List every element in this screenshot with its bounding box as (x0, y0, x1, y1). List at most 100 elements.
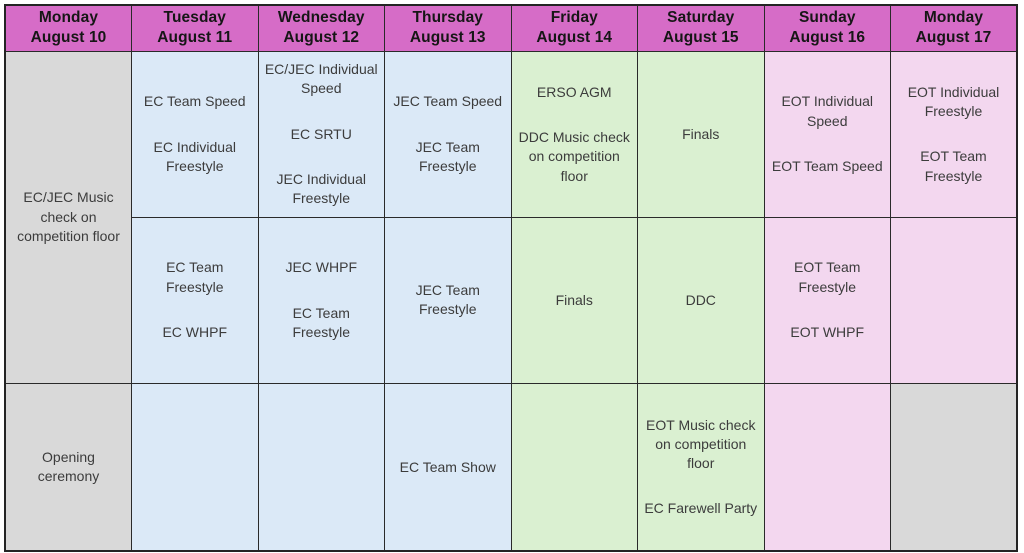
day-date: August 15 (662, 29, 739, 47)
day-name: Friday (550, 9, 598, 26)
event-label: JEC Individual Freestyle (276, 171, 367, 207)
cell-events: EOT Individual Speed EOT Team Speed (768, 92, 888, 176)
schedule-body: EC/JEC Music check on competition floor E… (4, 50, 1018, 552)
cell-events: ERSO AGM DDC Music check on competition f… (515, 83, 635, 186)
day-name: Wednesday (277, 9, 365, 26)
cell-events: EC Team Freestyle EC WHPF (135, 258, 255, 342)
event-label: Opening ceremony (37, 448, 100, 485)
event-label: EC Individual Freestyle (153, 138, 237, 175)
event-label: EC WHPF (162, 324, 228, 341)
schedule-row-block-1: EC/JEC Music check on competition floor E… (4, 50, 1018, 384)
day-header-monday-august-17: Monday August 17 (890, 4, 1018, 52)
cell-block-1-wednesday-aug-12: EC/JEC Individual Speed EC SRTU JEC Indivi… (257, 50, 385, 218)
day-date: August 10 (30, 29, 107, 47)
day-header-thursday-august-13: Thursday August 13 (384, 4, 512, 52)
day-header-monday-august-10: Monday August 10 (4, 4, 132, 52)
cell-events: Finals (515, 291, 635, 310)
cell-block-3-sunday-aug-16 (763, 382, 891, 552)
event-label: EC Team Show (399, 458, 496, 475)
event-label: EOT WHPF (790, 324, 865, 341)
cell-events: JEC WHPF EC Team Freestyle (262, 258, 382, 342)
cell-block-3-friday-aug-14 (510, 382, 638, 552)
day-name: Tuesday (163, 9, 226, 26)
event-label: JEC Team Speed (393, 93, 503, 110)
schedule-row-block-3: Opening ceremony EC Team Show EOT Music ch… (4, 382, 1018, 552)
cell-events: JEC Team Speed JEC Team Freestyle (388, 92, 508, 176)
day-name: Monday (38, 9, 99, 26)
event-label: EC Farewell Party (644, 500, 758, 517)
day-name: Saturday (667, 9, 735, 26)
event-label: EC SRTU (290, 125, 352, 142)
day-header-tuesday-august-11: Tuesday August 11 (131, 4, 259, 52)
event-label: EOT Music check on competition floor (646, 416, 756, 472)
event-label: EOT Individual Freestyle (907, 83, 1000, 120)
day-header-saturday-august-15: Saturday August 15 (637, 4, 765, 52)
event-label: Finals (682, 125, 720, 142)
event-label: EC/JEC Music check on competition floor (17, 189, 120, 245)
event-label: EC/JEC Individual Speed (264, 61, 378, 97)
event-label: DDC (685, 291, 716, 308)
day-name: Sunday (798, 9, 856, 26)
event-label: DDC Music check on competition floor (518, 129, 630, 184)
event-label: Finals (555, 291, 593, 308)
cell-block-1-tuesday-aug-11: EC Team Speed EC Individual Freestyle (131, 50, 259, 218)
cell-block-1-monday-aug-17: EOT Individual Freestyle EOT Team Freesty… (890, 50, 1018, 218)
cell-events: JEC Team Freestyle (388, 281, 508, 320)
cell-block-3-monday-aug-17 (890, 382, 1018, 552)
cell-block-3-saturday-aug-15: EOT Music check on competition floor EC F… (637, 382, 765, 552)
day-date: August 17 (915, 29, 992, 47)
cell-block-2-friday-aug-14: Finals (510, 216, 638, 384)
day-header-wednesday-august-12: Wednesday August 12 (257, 4, 385, 52)
cell-block-3-thursday-aug-13: EC Team Show (384, 382, 512, 552)
cell-block-2-thursday-aug-13: JEC Team Freestyle (384, 216, 512, 384)
event-label: JEC WHPF (285, 259, 358, 276)
cell-block-3-tuesday-aug-11 (131, 382, 259, 552)
cell-block-2-tuesday-aug-11: EC Team Freestyle EC WHPF (131, 216, 259, 384)
event-label: EOT Team Speed (771, 158, 883, 175)
event-label: EC Team Freestyle (292, 304, 351, 341)
event-label: EOT Individual Speed (781, 93, 874, 129)
day-date: August 11 (157, 29, 233, 47)
cell-block-2-sunday-aug-16: EOT Team Freestyle EOT WHPF (763, 216, 891, 384)
cell-block-3-wednesday-aug-12 (257, 382, 385, 552)
cell-block-2-wednesday-aug-12: JEC WHPF EC Team Freestyle (257, 216, 385, 384)
day-date: August 16 (789, 29, 866, 47)
cell-block-1-friday-aug-14: ERSO AGM DDC Music check on competition f… (510, 50, 638, 218)
event-label: JEC Team Freestyle (415, 282, 480, 318)
day-header-sunday-august-16: Sunday August 16 (763, 4, 891, 52)
event-label: ERSO AGM (536, 83, 612, 100)
schedule-table: Monday August 10 Tuesday August 11 Wednesday… (4, 4, 1018, 553)
schedule-row-block-2: EC Team Freestyle EC WHPF JEC WHPF EC Team … (5, 216, 1018, 384)
cell-events: Opening ceremony (9, 448, 128, 487)
cell-block-2-monday-aug-17 (890, 216, 1018, 384)
event-label: EC Team Speed (143, 93, 246, 110)
cell-block-1-sunday-aug-16: EOT Individual Speed EOT Team Speed (763, 50, 891, 218)
cell-events: Finals (641, 125, 761, 144)
cell-events: EC Team Show (388, 458, 508, 477)
schedule-header: Monday August 10 Tuesday August 11 Wednesday… (4, 4, 1018, 52)
cell-block-1-saturday-aug-15: Finals (637, 50, 765, 218)
cell-events: EOT Individual Freestyle EOT Team Freesty… (894, 83, 1013, 186)
event-label: EOT Team Freestyle (794, 259, 861, 295)
cell-events: EOT Music check on competition floor EC F… (641, 416, 761, 519)
event-label: EOT Team Freestyle (920, 148, 987, 184)
cell-block-2-saturday-aug-15: DDC (637, 216, 765, 384)
event-label: JEC Team Freestyle (415, 138, 480, 175)
day-date: August 14 (536, 29, 613, 47)
cell-events: DDC (641, 291, 761, 310)
cell-block-1-monday-aug-10: EC/JEC Music check on competition floor (4, 50, 132, 384)
cell-events: EC Team Speed EC Individual Freestyle (135, 92, 255, 176)
day-date: August 12 (283, 29, 360, 47)
cell-block-3-monday-aug-10: Opening ceremony (4, 382, 132, 552)
day-header-friday-august-14: Friday August 14 (510, 4, 638, 52)
header-row: Monday August 10 Tuesday August 11 Wednesday… (4, 4, 1018, 52)
day-name: Monday (923, 9, 984, 26)
cell-block-1-thursday-aug-13: JEC Team Speed JEC Team Freestyle (384, 50, 512, 218)
day-name: Thursday (412, 9, 484, 26)
event-label: EC Team Freestyle (165, 259, 224, 295)
cell-events: EOT Team Freestyle EOT WHPF (768, 258, 888, 342)
day-date: August 13 (409, 29, 486, 47)
cell-events: EC/JEC Music check on competition floor (9, 188, 128, 246)
cell-events: EC/JEC Individual Speed EC SRTU JEC Indivi… (262, 60, 382, 209)
